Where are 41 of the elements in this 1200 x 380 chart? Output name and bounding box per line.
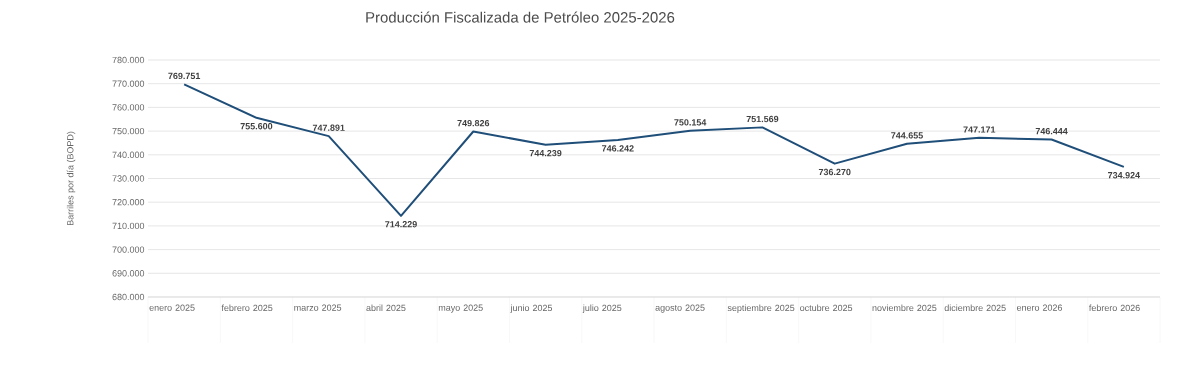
x-tick-label: abril 2025 xyxy=(366,304,406,312)
y-axis-title: Barriles por día (BOPD) xyxy=(66,131,76,226)
y-tick-label: 680.000 xyxy=(112,293,145,301)
data-label: 746.444 xyxy=(1035,127,1068,135)
x-tick-label: febrero 2026 xyxy=(1088,304,1140,312)
data-label: 714.229 xyxy=(385,221,417,228)
x-tick-label: julio 2025 xyxy=(582,304,622,313)
y-tick-label: 740.000 xyxy=(112,151,145,158)
data-label: 750.154 xyxy=(674,119,707,126)
x-tick-label: febrero 2025 xyxy=(221,304,273,312)
chart-title: Producción Fiscalizada de Petróleo 2025-2026 xyxy=(366,11,675,23)
y-tick-label: 700.000 xyxy=(112,246,145,253)
x-tick-label: agosto 2025 xyxy=(655,304,705,313)
data-label: 747.171 xyxy=(963,126,996,133)
data-label: 749.826 xyxy=(457,119,490,127)
x-tick-label: noviembre 2025 xyxy=(872,304,937,312)
data-label: 734.924 xyxy=(1108,172,1140,179)
x-tick-label: marzo 2025 xyxy=(294,304,342,311)
y-tick-label: 770.000 xyxy=(112,80,145,87)
x-tick-label: septiembre 2025 xyxy=(727,304,795,313)
y-tick-label: 760.000 xyxy=(112,104,145,111)
y-tick-label: 720.000 xyxy=(112,199,145,206)
x-tick-label: mayo 2025 xyxy=(438,304,483,313)
y-tick-label: 780.000 xyxy=(112,56,145,64)
y-tick-label: 730.000 xyxy=(112,175,145,182)
data-label: 755.600 xyxy=(240,123,273,130)
data-label: 769.751 xyxy=(168,72,201,80)
x-tick-label: junio 2025 xyxy=(510,304,553,313)
y-tick-label: 710.000 xyxy=(112,222,145,230)
x-tick-label: diciembre 2025 xyxy=(944,304,1006,312)
data-label: 744.655 xyxy=(891,132,923,139)
data-label: 746.242 xyxy=(602,145,634,152)
x-tick-label: enero 2025 xyxy=(149,304,195,311)
data-label: 751.569 xyxy=(746,115,779,123)
data-label: 736.270 xyxy=(818,168,851,176)
data-label: 747.891 xyxy=(312,124,345,131)
x-tick-label: enero 2026 xyxy=(1016,304,1063,311)
data-label: 744.239 xyxy=(529,149,562,157)
x-tick-label: octubre 2025 xyxy=(800,304,853,312)
y-tick-label: 750.000 xyxy=(112,127,145,135)
y-tick-label: 690.000 xyxy=(112,270,145,277)
